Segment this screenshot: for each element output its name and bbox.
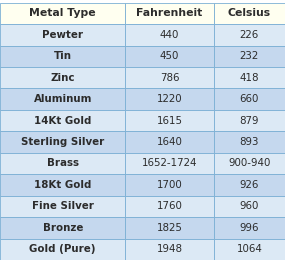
Text: Fahrenheit: Fahrenheit bbox=[137, 8, 203, 18]
Bar bbox=[125, 24, 214, 46]
Text: 879: 879 bbox=[240, 116, 259, 126]
Text: 1615: 1615 bbox=[156, 116, 183, 126]
Text: 18Kt Gold: 18Kt Gold bbox=[34, 180, 91, 190]
Bar bbox=[214, 217, 285, 239]
Bar bbox=[125, 239, 214, 260]
Bar bbox=[0, 239, 125, 260]
Text: 786: 786 bbox=[160, 73, 179, 83]
Text: Sterling Silver: Sterling Silver bbox=[21, 137, 104, 147]
Bar bbox=[125, 3, 214, 24]
Bar bbox=[214, 153, 285, 174]
Text: Aluminum: Aluminum bbox=[34, 94, 92, 104]
Text: 1652-1724: 1652-1724 bbox=[142, 159, 197, 168]
Text: 893: 893 bbox=[240, 137, 259, 147]
Bar bbox=[0, 67, 125, 88]
Bar bbox=[0, 174, 125, 196]
Bar bbox=[214, 131, 285, 153]
Bar bbox=[125, 46, 214, 67]
Bar bbox=[125, 67, 214, 88]
Text: 1220: 1220 bbox=[157, 94, 182, 104]
Text: 232: 232 bbox=[240, 51, 259, 61]
Bar bbox=[125, 153, 214, 174]
Text: Gold (Pure): Gold (Pure) bbox=[29, 244, 96, 254]
Bar bbox=[125, 196, 214, 217]
Bar bbox=[0, 24, 125, 46]
Text: 440: 440 bbox=[160, 30, 179, 40]
Bar bbox=[214, 239, 285, 260]
Text: 1760: 1760 bbox=[157, 202, 182, 211]
Text: 660: 660 bbox=[240, 94, 259, 104]
Bar bbox=[125, 88, 214, 110]
Bar bbox=[214, 110, 285, 131]
Bar bbox=[214, 196, 285, 217]
Text: Zinc: Zinc bbox=[50, 73, 75, 83]
Text: Metal Type: Metal Type bbox=[29, 8, 96, 18]
Text: 926: 926 bbox=[240, 180, 259, 190]
Bar bbox=[0, 196, 125, 217]
Text: Fine Silver: Fine Silver bbox=[32, 202, 94, 211]
Bar bbox=[0, 46, 125, 67]
Text: Celsius: Celsius bbox=[228, 8, 271, 18]
Text: 996: 996 bbox=[240, 223, 259, 233]
Bar bbox=[0, 88, 125, 110]
Bar bbox=[125, 131, 214, 153]
Bar bbox=[214, 174, 285, 196]
Bar bbox=[214, 88, 285, 110]
Text: 1064: 1064 bbox=[237, 244, 262, 254]
Bar bbox=[214, 24, 285, 46]
Bar bbox=[214, 3, 285, 24]
Bar bbox=[125, 217, 214, 239]
Bar bbox=[0, 110, 125, 131]
Bar bbox=[0, 3, 125, 24]
Text: 1948: 1948 bbox=[156, 244, 183, 254]
Text: Bronze: Bronze bbox=[42, 223, 83, 233]
Text: 1700: 1700 bbox=[157, 180, 182, 190]
Text: Pewter: Pewter bbox=[42, 30, 83, 40]
Bar bbox=[125, 174, 214, 196]
Text: 1640: 1640 bbox=[157, 137, 182, 147]
Bar bbox=[0, 153, 125, 174]
Text: 1825: 1825 bbox=[157, 223, 182, 233]
Text: 14Kt Gold: 14Kt Gold bbox=[34, 116, 91, 126]
Text: 450: 450 bbox=[160, 51, 179, 61]
Bar bbox=[0, 217, 125, 239]
Bar bbox=[214, 67, 285, 88]
Bar bbox=[214, 46, 285, 67]
Text: 418: 418 bbox=[240, 73, 259, 83]
Bar bbox=[125, 110, 214, 131]
Text: 900-940: 900-940 bbox=[228, 159, 270, 168]
Bar bbox=[0, 131, 125, 153]
Text: Brass: Brass bbox=[47, 159, 79, 168]
Text: Tin: Tin bbox=[54, 51, 72, 61]
Text: 226: 226 bbox=[240, 30, 259, 40]
Text: 960: 960 bbox=[240, 202, 259, 211]
